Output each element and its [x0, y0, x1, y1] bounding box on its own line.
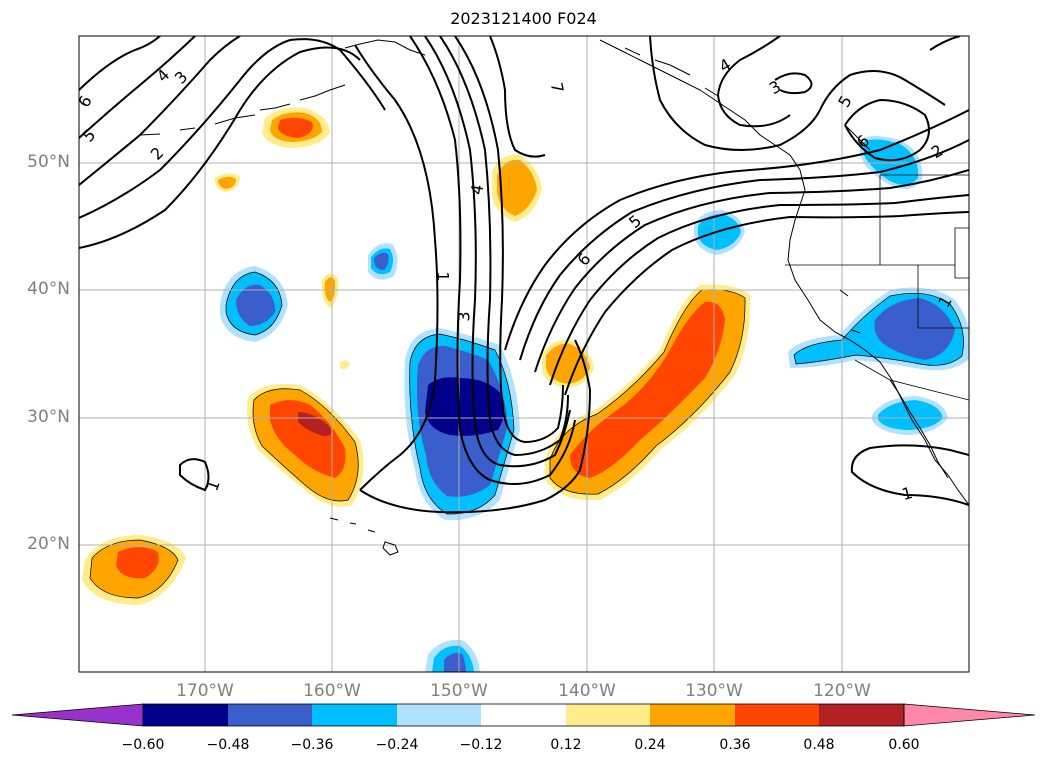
colorbar-tick-label: −0.48 [206, 737, 250, 753]
colorbar-tick-label: 0.36 [719, 737, 751, 753]
colorbar-bin [819, 704, 904, 726]
contour-label: 1 [433, 271, 453, 282]
colorbar-extend-low [11, 703, 144, 727]
colorbar-bin [566, 704, 650, 726]
lon-label-130w: 130°W [685, 681, 743, 701]
colorbar-tick-label: 0.48 [803, 737, 835, 753]
colorbar-tick-label: 0.60 [888, 737, 920, 753]
lat-label-30n: 30°N [27, 407, 70, 427]
contour-lines [79, 36, 969, 514]
shaded-outlines [89, 271, 964, 599]
colorbar-bin [143, 704, 228, 726]
lat-label-40n: 40°N [27, 279, 70, 299]
colorbar-bin [228, 704, 312, 726]
lon-label-160w: 160°W [303, 681, 361, 701]
lat-label-50n: 50°N [27, 152, 70, 172]
colorbar-bin [735, 704, 819, 726]
colorbar-tick-label: 0.24 [634, 737, 666, 753]
lon-label-120w: 120°W [813, 681, 871, 701]
colorbar-bin [397, 704, 481, 726]
lat-label-20n: 20°N [27, 534, 70, 554]
contour-label: 3 [454, 311, 474, 322]
colorbar-tick-label: 0.12 [550, 737, 582, 753]
colorbar-bin [650, 704, 735, 726]
lon-label-170w: 170°W [176, 681, 234, 701]
colorbar-bin [481, 704, 566, 726]
colorbar-bin [312, 704, 397, 726]
colorbar-tick-label: −0.60 [121, 737, 165, 753]
colorbar [11, 703, 1036, 727]
colorbar-extend-high [903, 703, 1036, 727]
colorbar-tick-label: −0.24 [375, 737, 419, 753]
gridlines [79, 36, 969, 672]
plot-frame [78, 35, 970, 673]
lon-label-150w: 150°W [430, 681, 488, 701]
map-title: 2023121400 F024 [450, 9, 597, 28]
colorbar-tick-label: −0.12 [459, 737, 503, 753]
colorbar-tick-label: −0.36 [290, 737, 334, 753]
lon-label-140w: 140°W [558, 681, 616, 701]
